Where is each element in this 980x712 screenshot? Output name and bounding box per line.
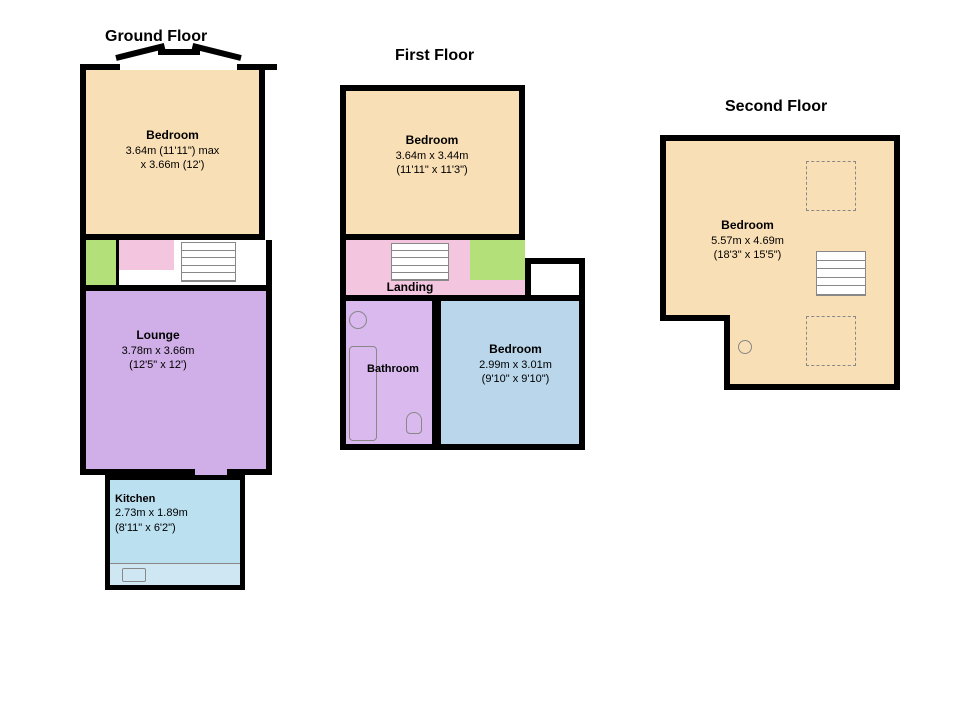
- kitchen-label: Kitchen 2.73m x 1.89m (8'11" x 6'2"): [115, 492, 210, 535]
- second-bedroom: [660, 135, 900, 390]
- lounge-label: Lounge 3.78m x 3.66m (12'5" x 12'): [108, 328, 208, 372]
- ground-floor-title: Ground Floor: [105, 28, 207, 46]
- room-dim1: 3.64m (11'11") max: [120, 144, 225, 158]
- first-closet: [525, 258, 585, 295]
- room-name: Lounge: [108, 328, 208, 344]
- bathtub-icon: [349, 346, 377, 441]
- ground-hallway: [80, 240, 272, 285]
- first-bedroom-2-label: Bedroom 2.99m x 3.01m (9'10" x 9'10"): [468, 342, 563, 386]
- ground-bedroom-label: Bedroom 3.64m (11'11") max x 3.66m (12'): [120, 128, 225, 172]
- second-floor-title: Second Floor: [725, 98, 827, 116]
- room-dim2: (11'11" x 11'3"): [382, 163, 482, 177]
- room-dim1: 3.64m x 3.44m: [382, 149, 482, 163]
- skylight-2: [806, 316, 856, 366]
- room-dim2: (18'3" x 15'5"): [700, 248, 795, 262]
- ground-stairs: [181, 242, 236, 282]
- room-name: Bedroom: [120, 128, 225, 144]
- room-dim1: 2.99m x 3.01m: [468, 358, 563, 372]
- landing-label: Landing: [380, 280, 440, 296]
- bathroom-label: Bathroom: [358, 362, 428, 376]
- lounge: [80, 285, 272, 475]
- closet-green: [86, 240, 116, 285]
- second-bedroom-label: Bedroom 5.57m x 4.69m (18'3" x 15'5"): [700, 218, 795, 262]
- sink-icon: [349, 311, 367, 329]
- room-dim2: (12'5" x 12'): [108, 358, 208, 372]
- room-name: Landing: [380, 280, 440, 296]
- room-dim2: (9'10" x 9'10"): [468, 372, 563, 386]
- closet-pink: [119, 240, 174, 270]
- second-sink-icon: [738, 340, 752, 354]
- bay-window: [80, 55, 277, 76]
- room-dim2: x 3.66m (12'): [120, 158, 225, 172]
- toilet-icon: [406, 412, 422, 434]
- room-name: Bedroom: [468, 342, 563, 358]
- room-dim2: (8'11" x 6'2"): [115, 521, 210, 535]
- room-name: Bedroom: [700, 218, 795, 234]
- room-dim1: 5.57m x 4.69m: [700, 234, 795, 248]
- second-notch: [660, 315, 730, 390]
- second-stairs: [816, 251, 866, 296]
- room-name: Bedroom: [382, 133, 482, 149]
- kitchen-sink-icon: [122, 568, 146, 582]
- landing-green: [470, 240, 525, 280]
- room-name: Bathroom: [358, 362, 428, 376]
- room-dim1: 3.78m x 3.66m: [108, 344, 208, 358]
- first-bedroom-1-label: Bedroom 3.64m x 3.44m (11'11" x 11'3"): [382, 133, 482, 177]
- room-dim1: 2.73m x 1.89m: [115, 506, 210, 520]
- first-stairs: [391, 243, 449, 281]
- first-floor-title: First Floor: [395, 47, 474, 65]
- skylight-1: [806, 161, 856, 211]
- room-name: Kitchen: [115, 492, 210, 506]
